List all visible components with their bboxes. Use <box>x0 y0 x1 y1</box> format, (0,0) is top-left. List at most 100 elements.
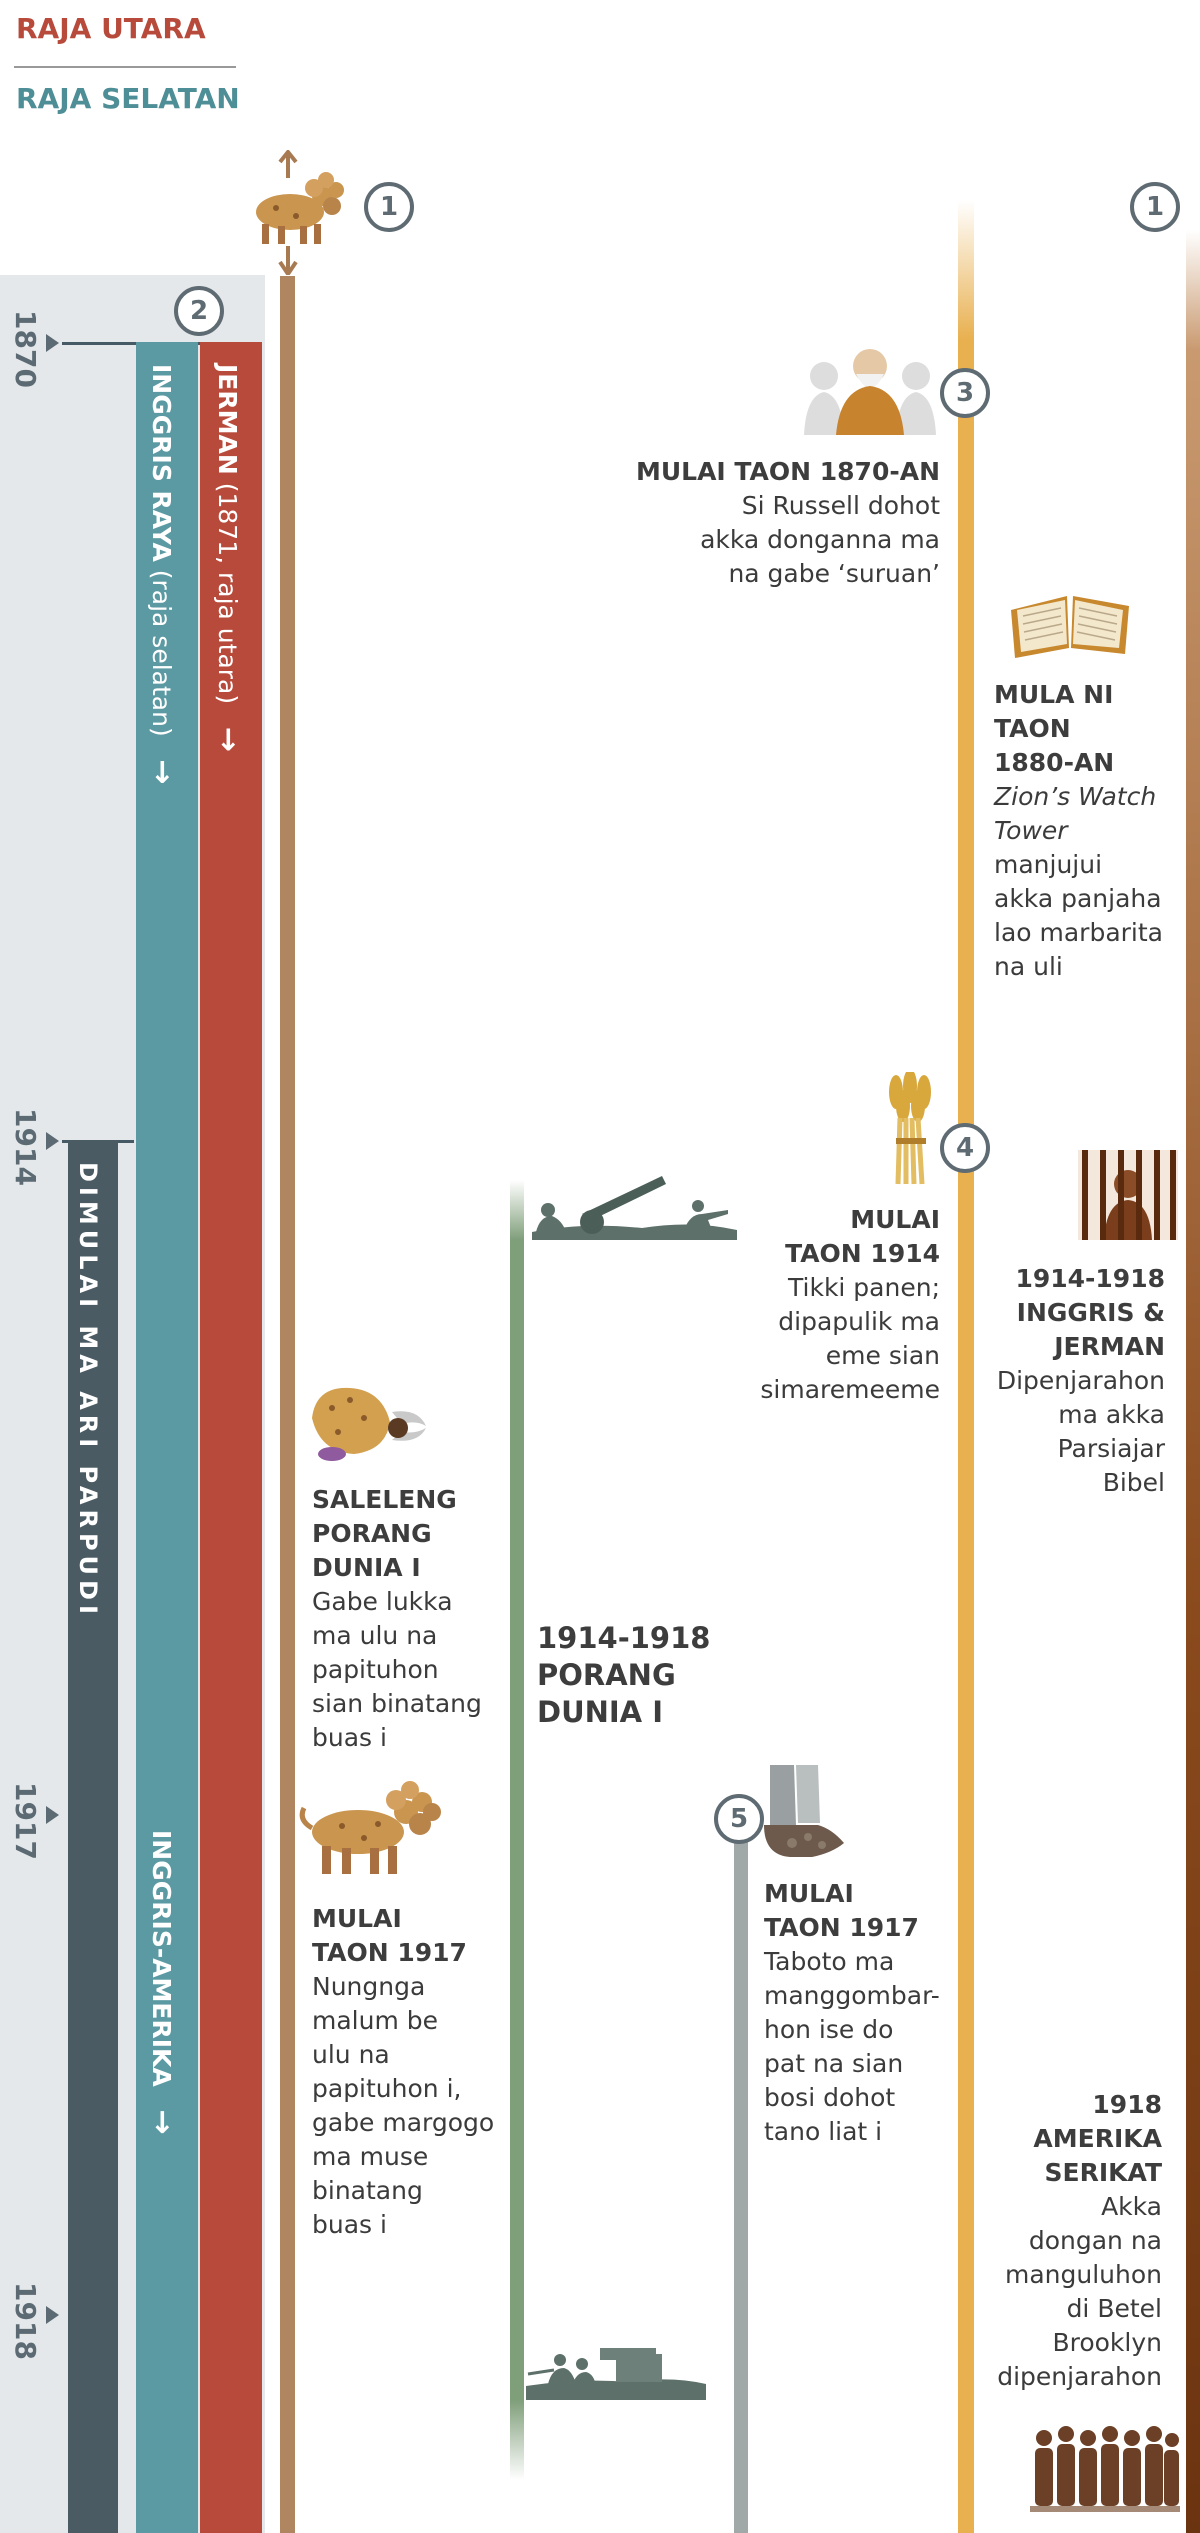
event-beast-1917-line: Nungnga <box>312 1972 426 2001</box>
russell-portrait-icon <box>804 349 936 435</box>
event-feet-heading: TAON 1917 <box>764 1913 919 1942</box>
arrow-down-icon: → <box>145 2109 180 2135</box>
prison-bars-icon <box>1078 1150 1178 1240</box>
marker-4: 4 <box>940 1123 990 1173</box>
event-beast-1917-heading: TAON 1917 <box>312 1938 467 1967</box>
event-zion-title: Tower <box>994 816 1068 845</box>
event-wound-line: ma ulu na <box>312 1621 438 1650</box>
event-zion-heading: MULA NI <box>994 680 1114 709</box>
event-feet-line: Taboto ma <box>764 1947 895 1976</box>
event-usa-line: dongan na <box>1028 2226 1162 2255</box>
event-war-heading: 1914-1918 <box>537 1621 711 1655</box>
group-of-men-icon <box>1030 2426 1180 2512</box>
event-beast-1917: MULAI TAON 1917 Nungnga malum be ulu na … <box>312 1902 502 2242</box>
event-harvest-line: Tikki panen; <box>788 1273 940 1302</box>
soldiers-cannon-icon <box>532 1176 737 1240</box>
last-days-bar <box>68 1140 118 2533</box>
iron-clay-feet-icon <box>764 1765 844 1857</box>
event-usa-line: Akka <box>1101 2192 1162 2221</box>
event-beast-1917-heading: MULAI <box>312 1904 402 1933</box>
marker-1-right: 1 <box>1130 182 1180 232</box>
event-wound: SALELENG PORANG DUNIA I Gabe lukka ma ul… <box>312 1483 497 1755</box>
wheat-bundle-icon <box>889 1072 931 1185</box>
event-harvest-line: eme sian <box>825 1341 940 1370</box>
legend-south-label: RAJA SELATAN <box>16 82 240 115</box>
event-beast-1917-line: buas i <box>312 2210 387 2239</box>
event-wound-heading: DUNIA I <box>312 1553 421 1582</box>
wounded-head-icon <box>312 1387 426 1461</box>
germany-label: JERMAN (1871, raja utara) → <box>211 364 246 752</box>
britain-label-bold: INGGRIS RAYA <box>147 364 176 562</box>
event-prison: 1914-1918 INGGRIS & JERMAN Dipenjarahon … <box>960 1262 1165 1500</box>
event-usa-line: di Betel <box>1066 2294 1162 2323</box>
anointed-line <box>958 200 974 2533</box>
event-war-heading: DUNIA I <box>537 1695 664 1729</box>
britain-bar <box>136 342 198 2533</box>
event-wound-heading: PORANG <box>312 1519 432 1548</box>
seven-headed-beast-icon <box>299 1781 441 1874</box>
event-prison-line: Dipenjarahon <box>996 1366 1165 1395</box>
anglo-american-label: INGGRIS-AMERIKA → <box>145 1830 180 2135</box>
event-harvest-line: dipapulik ma <box>778 1307 940 1336</box>
marker-2: 2 <box>174 286 224 336</box>
event-russell-heading: MULAI TAON 1870-AN <box>635 457 940 486</box>
seven-headed-beast-icon <box>256 150 344 275</box>
marker-3: 3 <box>940 368 990 418</box>
event-beast-1917-line: gabe margogo <box>312 2108 495 2137</box>
event-zion-line: manjujui <box>994 850 1103 879</box>
germany-bar <box>200 342 262 2533</box>
britain-label: INGGRIS RAYA (raja selatan) → <box>145 364 180 785</box>
arrow-down-icon: → <box>145 759 180 785</box>
event-war: 1914-1918 PORANG DUNIA I <box>537 1620 710 1731</box>
year-1870-tick <box>46 334 59 352</box>
year-1917-tick <box>46 1806 59 1824</box>
event-russell-line: akka donganna ma <box>700 525 940 554</box>
event-war-heading: PORANG <box>537 1658 676 1692</box>
event-beast-1917-line: binatang <box>312 2176 423 2205</box>
event-zion-title: Zion’s Watch <box>994 782 1157 811</box>
image-feet-line <box>734 1842 748 2533</box>
event-usa: 1918 AMERIKA SERIKAT Akka dongan na mang… <box>960 2088 1162 2394</box>
arrow-down-icon: → <box>211 726 246 752</box>
year-1918-tick <box>46 2306 59 2324</box>
event-beast-1917-line: papituhon i, <box>312 2074 462 2103</box>
event-zion-heading: TAON <box>994 714 1071 743</box>
year-1870: 1870 <box>9 310 42 388</box>
event-wound-line: Gabe lukka <box>312 1587 453 1616</box>
event-feet-line: bosi dohot <box>764 2083 896 2112</box>
event-harvest-heading: TAON 1914 <box>785 1239 940 1268</box>
event-feet-line: pat na sian <box>764 2049 904 2078</box>
open-book-icon <box>1011 596 1129 658</box>
event-beast-1917-line: ulu na <box>312 2040 390 2069</box>
event-harvest: MULAI TAON 1914 Tikki panen; dipapulik m… <box>700 1203 940 1407</box>
event-zion-line: na uli <box>994 952 1063 981</box>
event-russell: MULAI TAON 1870-AN Si Russell dohot akka… <box>600 455 940 591</box>
event-feet-line: tano liat i <box>764 2117 883 2146</box>
event-feet-line: manggombar- <box>764 1981 940 2010</box>
legend-north-label: RAJA UTARA <box>16 12 206 45</box>
event-zion-heading: 1880-AN <box>994 748 1115 777</box>
soldiers-cannon-icon <box>526 2348 706 2400</box>
year-1918: 1918 <box>9 2282 42 2360</box>
event-usa-heading: 1918 <box>1092 2090 1162 2119</box>
year-1917: 1917 <box>9 1782 42 1860</box>
event-feet: MULAI TAON 1917 Taboto ma manggombar- ho… <box>764 1877 949 2149</box>
event-zion: MULA NI TAON 1880-AN Zion’s Watch Tower … <box>994 678 1184 984</box>
event-usa-line: manguluhon <box>1004 2260 1162 2289</box>
event-prison-line: Parsiajar <box>1057 1434 1165 1463</box>
event-russell-line: na gabe ‘suruan’ <box>728 559 940 588</box>
event-prison-heading: 1914-1918 <box>1015 1264 1165 1293</box>
event-zion-line: akka panjaha <box>994 884 1162 913</box>
prison-line <box>1186 230 1200 2533</box>
event-usa-line: Brooklyn <box>1052 2328 1162 2357</box>
legend-divider <box>14 66 236 68</box>
event-prison-heading: JERMAN <box>1054 1332 1165 1361</box>
event-wound-line: buas i <box>312 1723 387 1752</box>
marker-5: 5 <box>714 1794 764 1844</box>
event-russell-line: Si Russell dohot <box>741 491 940 520</box>
year-1914: 1914 <box>9 1108 42 1186</box>
germany-label-rest: (1871, raja utara) <box>213 474 242 705</box>
event-feet-line: hon ise do <box>764 2015 894 2044</box>
event-feet-heading: MULAI <box>764 1879 854 1908</box>
event-prison-line: Bibel <box>1102 1468 1165 1497</box>
